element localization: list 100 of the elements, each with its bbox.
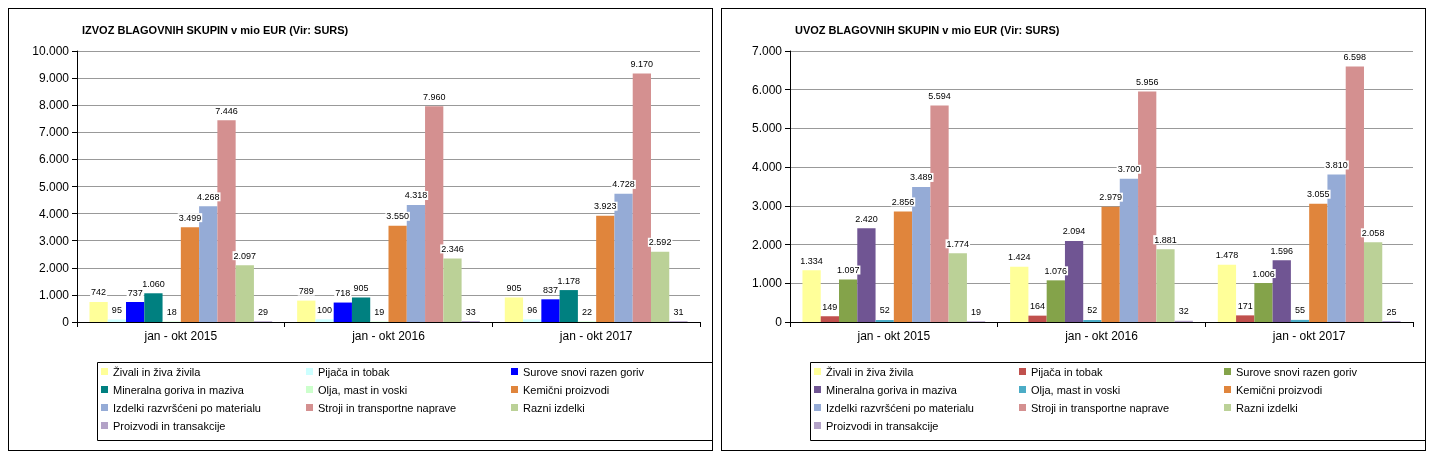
y-tick-label: 6.000 xyxy=(751,82,783,97)
data-label: 1.178 xyxy=(557,275,581,286)
legend-label: Olja, mast in voski xyxy=(318,383,408,396)
bar xyxy=(126,302,145,322)
bar xyxy=(388,225,407,322)
legend-label: Surove snovi razen goriv xyxy=(523,365,645,378)
data-label: 32 xyxy=(1178,306,1189,317)
legend-label: Proizvodi in transakcije xyxy=(826,419,939,432)
legend-label: Proizvodi in transakcije xyxy=(113,419,226,432)
data-label: 33 xyxy=(465,306,476,317)
data-label: 2.094 xyxy=(1062,226,1086,237)
data-label: 95 xyxy=(111,304,122,315)
y-tick-label: 5.000 xyxy=(38,179,70,194)
data-label: 1.774 xyxy=(946,238,970,249)
data-label: 18 xyxy=(166,307,177,318)
bar xyxy=(199,206,218,322)
y-tick-label: 5.000 xyxy=(751,121,783,136)
bar xyxy=(180,227,200,322)
bar xyxy=(1254,283,1273,322)
data-label: 5.594 xyxy=(928,90,951,101)
data-label: 3.810 xyxy=(1325,160,1348,170)
data-label: 837 xyxy=(542,284,558,295)
y-tick-label: 1.000 xyxy=(751,276,783,291)
data-label: 2.979 xyxy=(1099,192,1122,203)
legend-label: Izdelki razvršćeni po materialu xyxy=(826,401,974,414)
legend-label: Stroji in transportne naprave xyxy=(318,401,457,414)
data-label: 55 xyxy=(1295,305,1306,316)
bar xyxy=(1217,264,1237,322)
bar xyxy=(948,253,967,322)
bar xyxy=(1010,266,1029,322)
bar xyxy=(1363,242,1383,322)
y-tick-label: 2.000 xyxy=(751,237,783,252)
data-label: 7.446 xyxy=(215,105,238,116)
bar xyxy=(107,319,127,322)
data-label: 171 xyxy=(1237,300,1253,311)
bar xyxy=(1236,315,1255,322)
y-tick-label: 4.000 xyxy=(751,160,783,175)
bar xyxy=(893,211,913,322)
data-label: 164 xyxy=(1030,301,1046,312)
data-label: 742 xyxy=(91,287,107,298)
bar xyxy=(596,215,615,322)
y-tick-label: 7.000 xyxy=(38,125,70,140)
chart-title: UVOZ BLAGOVNIH SKUPIN v mio EUR (Vir: SURS) xyxy=(795,23,1060,36)
legend-label: Živali in živa živila xyxy=(113,365,202,378)
bar xyxy=(235,265,254,322)
data-label: 22 xyxy=(582,306,593,317)
bar xyxy=(504,297,524,322)
bar xyxy=(875,319,894,322)
bar xyxy=(559,290,578,322)
data-label: 3.923 xyxy=(594,201,617,212)
data-label: 4.728 xyxy=(612,179,635,190)
bar xyxy=(1046,280,1065,322)
y-tick-label: 2.000 xyxy=(38,260,70,275)
data-label: 2.097 xyxy=(233,250,257,261)
legend-label: Pijača in tobak xyxy=(318,365,391,378)
legend-label: Pijača in tobak xyxy=(1031,365,1104,378)
data-label: 789 xyxy=(298,286,314,297)
bar xyxy=(1309,203,1328,322)
bar xyxy=(802,270,821,322)
data-label: 2.346 xyxy=(441,243,464,254)
bar xyxy=(912,186,931,322)
data-label: 1.097 xyxy=(836,265,860,276)
data-label: 1.881 xyxy=(1154,234,1177,245)
bar xyxy=(857,228,876,322)
x-tick-label: jan - okt 2017 xyxy=(558,329,633,343)
x-tick-label: jan - okt 2015 xyxy=(856,329,931,343)
data-label: 19 xyxy=(971,306,982,317)
data-label: 25 xyxy=(1386,306,1397,317)
data-label: 96 xyxy=(527,304,538,315)
data-label: 2.058 xyxy=(1361,227,1385,238)
data-label: 2.592 xyxy=(648,237,672,248)
data-label: 1.060 xyxy=(142,278,165,289)
data-label: 4.268 xyxy=(196,191,220,202)
data-label: 3.499 xyxy=(178,212,202,223)
bar xyxy=(1083,319,1102,322)
y-tick-label: 4.000 xyxy=(38,206,70,221)
legend-label: Mineralna goriva in maziva xyxy=(826,383,958,396)
bar xyxy=(351,297,371,322)
bar xyxy=(614,193,633,322)
data-label: 1.076 xyxy=(1044,265,1068,276)
data-label: 3.550 xyxy=(386,211,409,222)
y-tick-label: 0 xyxy=(775,315,783,329)
bar xyxy=(1028,315,1047,322)
data-label: 3.055 xyxy=(1307,189,1330,200)
bar xyxy=(443,258,462,322)
data-label: 52 xyxy=(1087,305,1098,316)
bar xyxy=(217,120,236,322)
legend-label: Izdelki razvršćeni po materialu xyxy=(113,401,261,414)
chart-title: IZVOZ BLAGOVNIH SKUPIN v mio EUR (Vir: SURS) xyxy=(82,23,349,36)
bar xyxy=(820,316,840,322)
legend-label: Mineralna goriva in maziva xyxy=(113,383,245,396)
data-label: 7.960 xyxy=(422,91,446,102)
legend-label: Kemični proizvodi xyxy=(1236,383,1323,396)
x-tick-label: jan - okt 2015 xyxy=(143,329,218,343)
data-label: 2.420 xyxy=(855,213,878,224)
y-tick-label: 0 xyxy=(62,315,70,329)
bar xyxy=(333,302,352,322)
data-label: 31 xyxy=(673,306,684,317)
data-label: 19 xyxy=(374,306,385,317)
bar xyxy=(930,105,949,322)
